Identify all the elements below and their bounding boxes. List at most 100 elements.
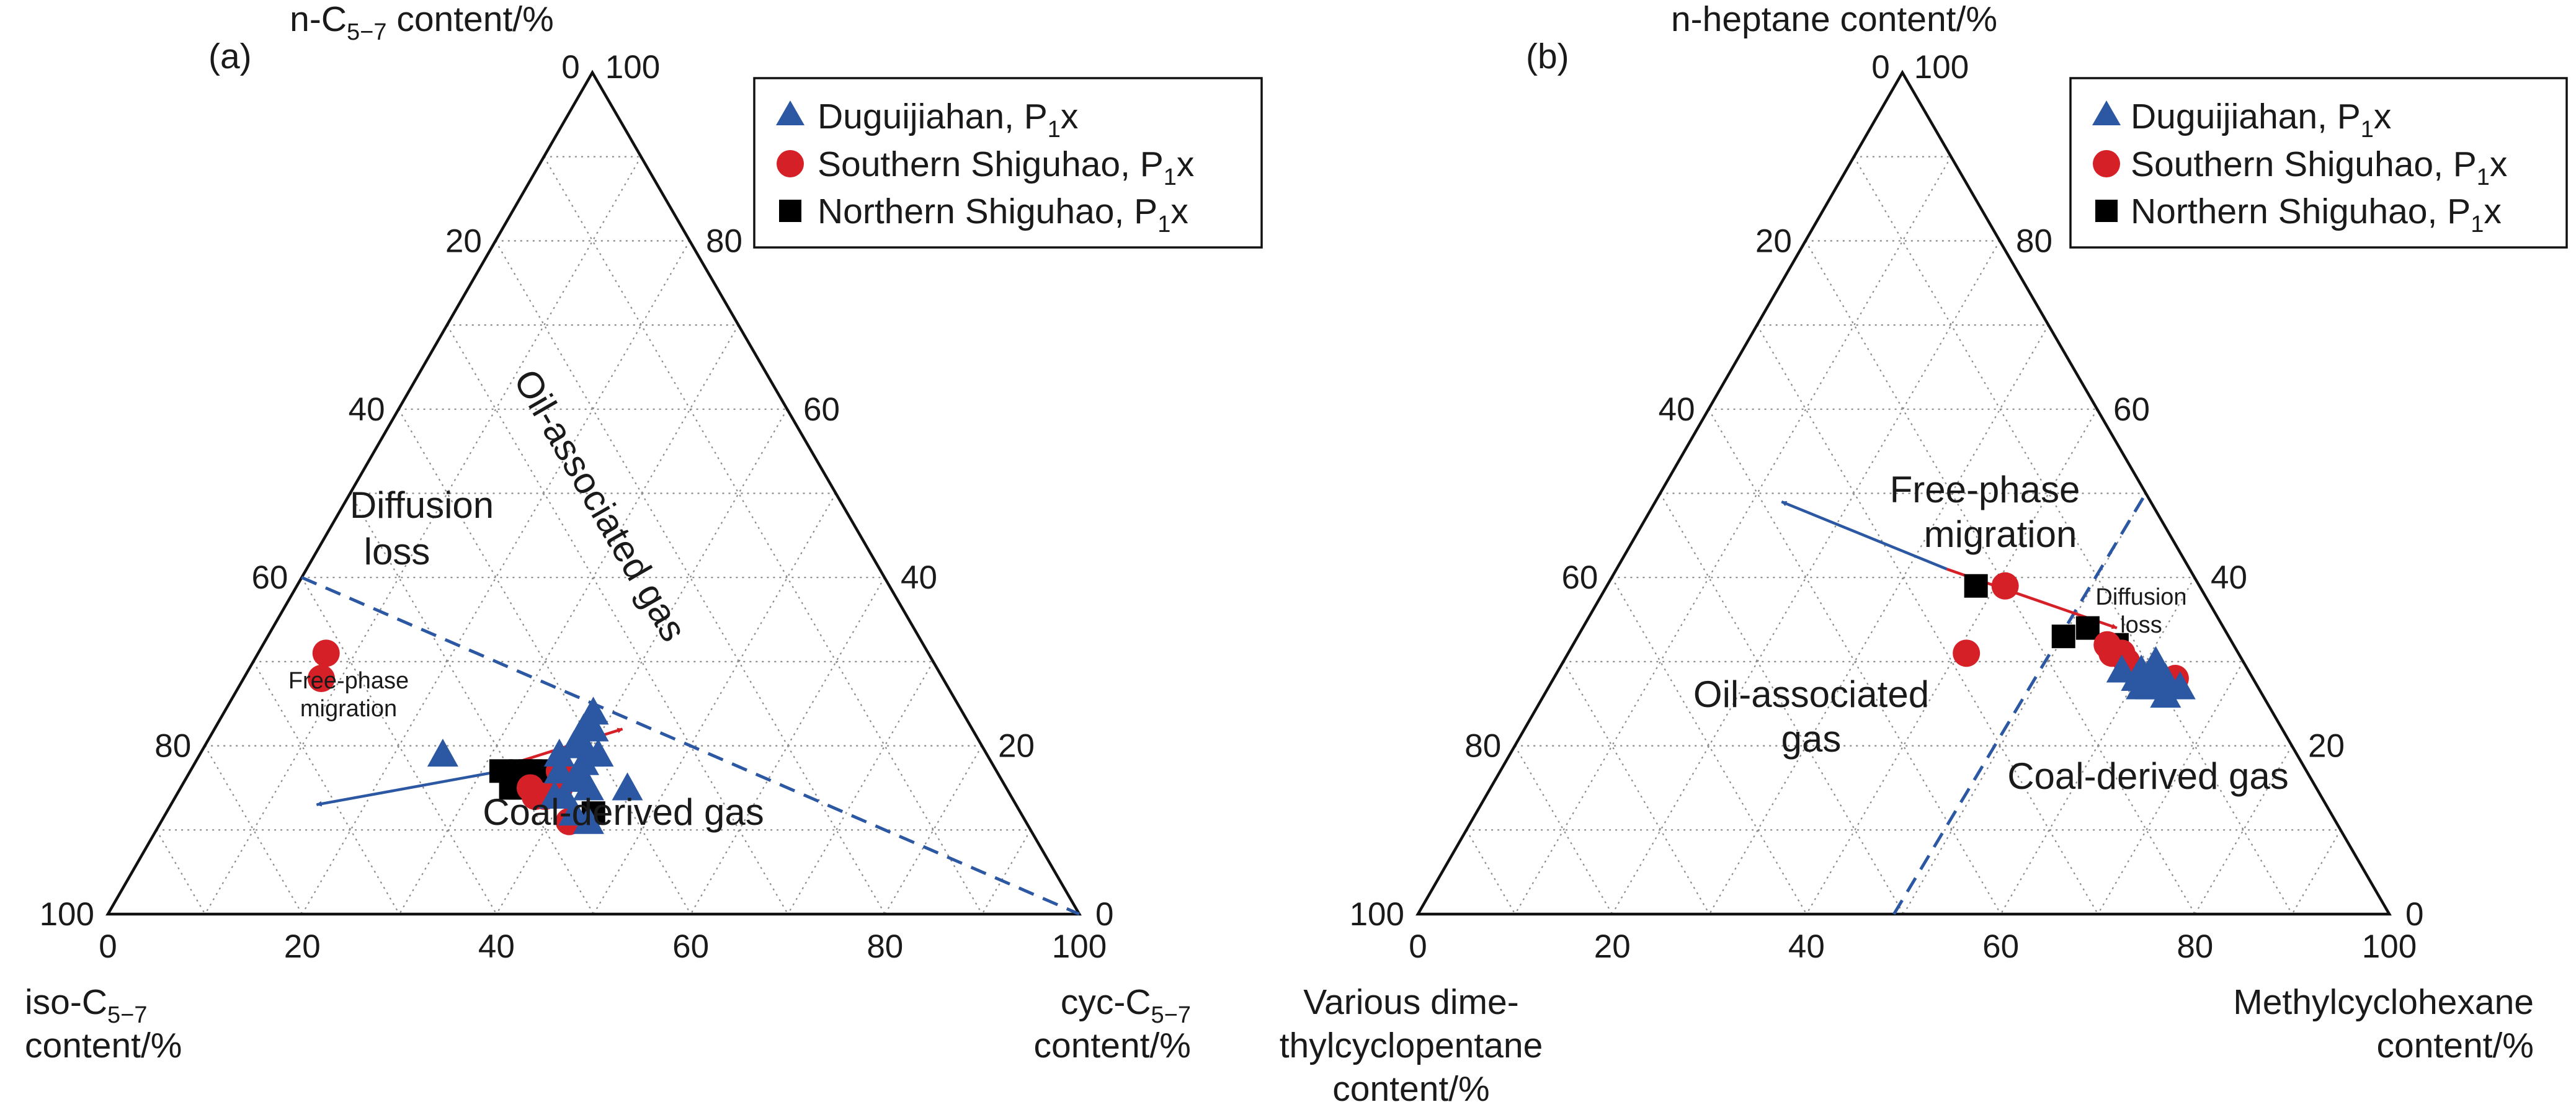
tick-label-left: 20 [1755,223,1792,259]
grid-line [1756,324,2099,915]
grid-line [1659,492,1904,915]
tick-label-bottom: 80 [2177,928,2213,965]
apex-label-hundred-b: 100 [1914,49,1969,86]
legend-label-b-1: Duguijiahan, P1x [2131,97,2391,143]
grid-line [1514,156,1952,915]
oil-region-label-b-line2: gas [1781,718,1842,760]
tick-label-bottom: 20 [284,928,321,965]
legend-triangle-icon-a [776,100,804,125]
freephase-label-b-line2: migration [1924,513,2077,555]
tick-label-left: 60 [1561,559,1598,596]
legend-box-b [2069,77,2568,249]
apex-label-hundred-a: 100 [605,49,660,86]
legend-label-b-2: Southern Shiguhao, P1x [2131,144,2507,190]
axis-right-title-a: cyc-C5−7 [1061,982,1191,1028]
freephase-label-a-line2: migration [300,696,397,722]
data-point-triangle [573,772,604,801]
grid-line [252,661,400,915]
boundary-line [301,576,1080,916]
legend-label-a-2: Southern Shiguhao, P1x [818,144,1194,190]
tick-label-bottom: 20 [1594,928,1631,965]
data-point-circle [1991,572,2019,600]
grid-line [446,324,789,915]
data-point-circle [1953,639,1981,667]
data-point-square [1964,574,1988,598]
axis-left-title-a-line2: content/% [25,1026,182,1065]
diffusion-label-a-line1: Diffusion [350,484,494,526]
coal-region-label-a: Coal-derived gas [483,791,764,833]
freephase-label-a-line1: Free-phase [288,668,409,694]
tick-label-right: 60 [2113,391,2150,428]
data-point-triangle [2164,671,2196,700]
tick-label-left: 80 [154,728,191,765]
tick-labels-b: 20 40 60 80 100 80 60 40 20 0 0 20 40 60 80 100 [1350,223,2424,965]
legend-box-a [753,77,1263,249]
data-point-triangle [582,739,614,767]
legend-circle-icon-b [2093,150,2120,177]
tick-label-right: 40 [2211,559,2247,596]
grid-line [301,577,497,915]
grid-line [690,577,885,915]
legend-square-icon-b [2095,200,2118,222]
grid-line [349,492,594,915]
tick-label-right: 0 [1095,896,1113,933]
boundary-line [1892,492,2147,915]
grid-line [204,745,303,915]
data-point-triangle [543,739,575,767]
data-point-circle [312,639,340,667]
grid-line [1806,409,2098,915]
grid-line [2291,829,2342,915]
grid-line [1466,829,1516,915]
axis-left-title-a: iso-C5−7 [25,982,147,1028]
ternary-frame-a [105,69,1082,916]
ternary-panel-a: (a) n-C5−7 content/% 0 100 20 40 60 80 100 80… [25,0,1263,1065]
tick-label-left: 20 [445,223,482,259]
ternary-frame-b [1415,69,2392,916]
apex-label-zero-a: 0 [561,49,579,86]
grid-line [2194,745,2293,915]
ternary-grid-b [1466,156,2342,915]
tick-label-bottom: 60 [672,928,709,965]
coal-region-label-b: Coal-derived gas [2007,755,2289,797]
tick-label-bottom: 80 [867,928,903,965]
diffusion-label-b-line2: loss [2120,612,2162,638]
grid-line [1903,492,2147,915]
legend-a: Duguijiahan, P1x Southern Shiguhao, P1x … [753,77,1263,249]
tick-label-left: 100 [40,896,94,933]
ternary-panel-b: (b) n-heptane content/% 0 100 20 40 60 80 10… [1280,0,2568,1109]
data-point-triangle [577,713,609,742]
data-points-b [1953,572,2196,708]
data-point-triangle [573,806,604,834]
oil-region-label-a: Oil-associated gas [506,362,695,648]
grid-line [981,829,1032,915]
data-point-circle [307,665,335,693]
freephase-label-b-line1: Free-phase [1890,469,2080,510]
data-point-triangle [2140,646,2172,674]
ternary-grid-a [156,156,1032,915]
axis-left-title-b-line1: Various dime- [1303,982,1518,1022]
tick-label-bottom: 100 [2362,928,2417,965]
data-point-triangle [2150,680,2182,708]
legend-triangle-icon-b [2092,100,2121,125]
tick-label-left: 80 [1464,728,1501,765]
axis-left-title-b-line3: content/% [1332,1069,1490,1109]
data-point-triangle [577,696,609,725]
tick-label-right: 40 [901,559,937,596]
tick-label-right: 20 [2308,728,2345,765]
axis-top-title-a: n-C5−7 content/% [290,0,554,45]
tick-label-bottom: 0 [99,928,117,965]
legend-label-b-3: Northern Shiguhao, P1x [2131,192,2502,238]
grid-line [156,829,206,915]
tick-label-bottom: 100 [1052,928,1107,965]
axis-top-title-b: n-heptane content/% [1671,0,1997,39]
grid-line [1708,324,2049,915]
tick-label-right: 0 [2405,896,2423,933]
data-point-triangle [612,772,643,801]
tick-label-right: 80 [2016,223,2052,259]
blue-arrow [316,770,502,807]
tick-label-left: 40 [1659,391,1695,428]
tick-label-left: 60 [251,559,288,596]
diffusion-label-b-line1: Diffusion [2095,584,2186,610]
tick-label-left: 100 [1350,896,1404,933]
